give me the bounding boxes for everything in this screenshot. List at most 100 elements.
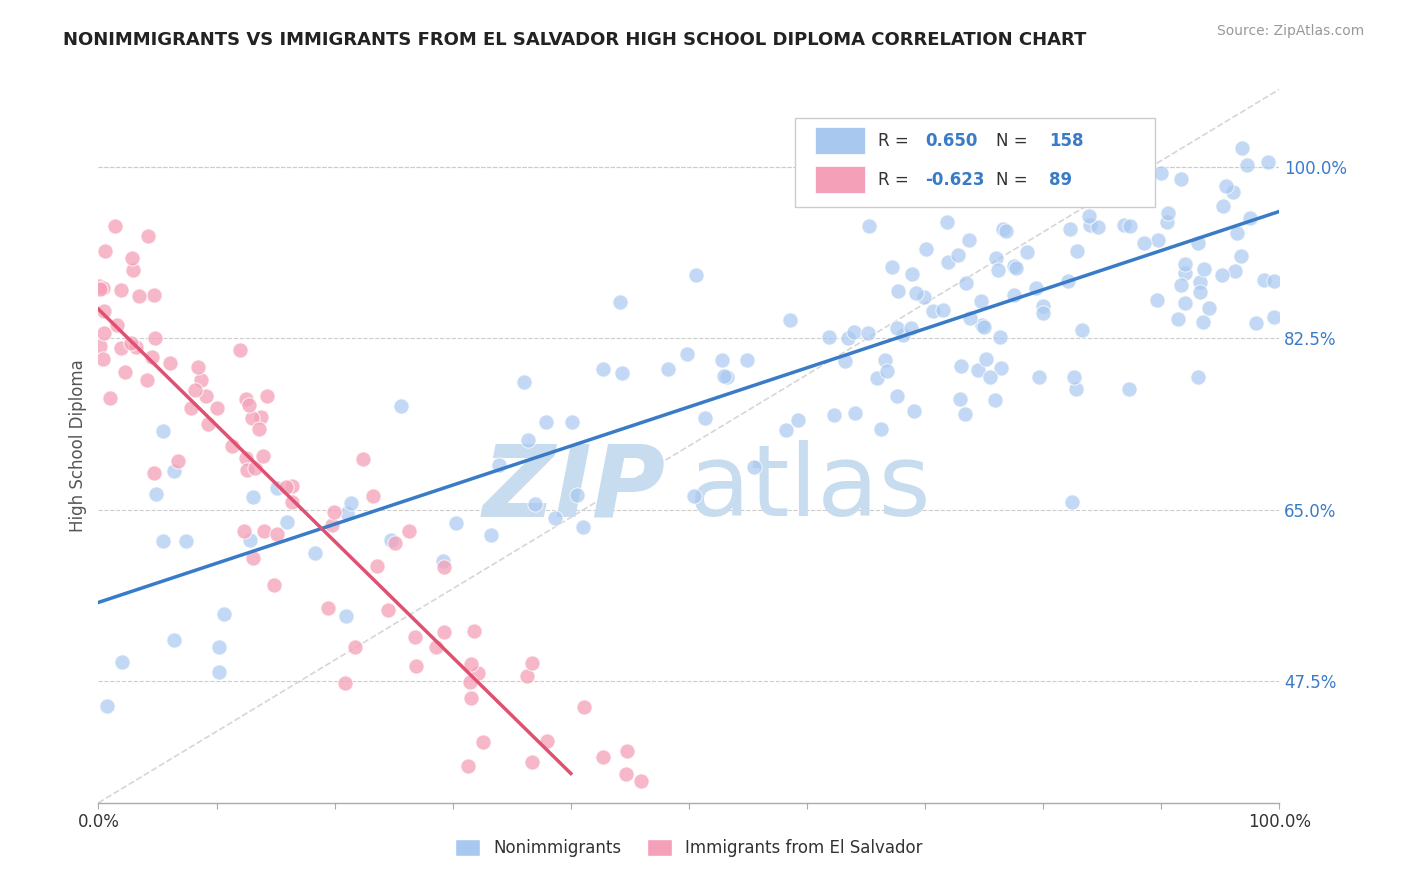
Point [1263, 310, 1285, 324]
Point [609, 295, 631, 310]
Point [973, 319, 995, 334]
Point [336, 506, 359, 520]
Point [1147, 233, 1170, 247]
Point [779, 313, 801, 327]
Point [463, 624, 485, 639]
Point [979, 370, 1001, 384]
Point [936, 215, 959, 229]
Point [1198, 301, 1220, 315]
Point [457, 758, 479, 772]
Point [104, 219, 127, 233]
Point [1059, 221, 1081, 235]
Point [1187, 236, 1209, 251]
Point [683, 489, 706, 503]
Text: R =: R = [877, 132, 914, 150]
Point [266, 481, 288, 495]
Point [1223, 264, 1246, 278]
Point [274, 480, 297, 494]
Point [1244, 316, 1267, 330]
FancyBboxPatch shape [796, 118, 1156, 207]
Point [380, 533, 402, 547]
Point [904, 179, 927, 194]
Point [253, 524, 276, 538]
Point [900, 267, 922, 281]
Point [1189, 275, 1212, 289]
Point [89, 282, 111, 296]
Point [953, 407, 976, 421]
Point [949, 359, 972, 373]
Point [142, 467, 165, 481]
Point [163, 464, 186, 478]
Point [1225, 227, 1247, 241]
Point [1060, 495, 1083, 509]
Point [266, 526, 288, 541]
Point [1170, 278, 1192, 293]
Point [1107, 146, 1129, 161]
Point [460, 691, 482, 706]
Point [235, 392, 257, 406]
Point [233, 524, 256, 538]
Point [121, 251, 143, 265]
Point [1002, 288, 1025, 302]
Point [1222, 185, 1244, 199]
Point [488, 458, 510, 472]
Point [817, 330, 839, 344]
Point [865, 371, 887, 385]
Point [322, 505, 344, 519]
Point [967, 363, 990, 377]
Text: atlas: atlas [689, 441, 931, 537]
Point [458, 674, 481, 689]
Point [742, 459, 765, 474]
Point [1236, 159, 1258, 173]
Point [321, 517, 343, 532]
Point [235, 463, 257, 477]
Point [949, 392, 972, 407]
Point [915, 242, 938, 256]
Point [89, 339, 111, 353]
Point [837, 331, 859, 345]
Point [366, 559, 388, 574]
Point [1032, 306, 1054, 320]
Point [1170, 172, 1192, 186]
Point [89, 278, 111, 293]
Point [1078, 209, 1101, 223]
Point [932, 302, 955, 317]
Point [612, 366, 634, 380]
Point [522, 755, 544, 769]
Point [205, 401, 228, 415]
Point [1215, 178, 1237, 193]
Point [936, 255, 959, 269]
Point [1257, 155, 1279, 169]
Point [240, 411, 263, 425]
Point [567, 488, 589, 502]
Point [591, 815, 613, 830]
Point [990, 141, 1012, 155]
Point [143, 288, 166, 302]
Point [1015, 245, 1038, 260]
Point [152, 533, 174, 548]
Point [1263, 273, 1285, 287]
Point [1174, 257, 1197, 271]
Point [842, 325, 865, 339]
Point [143, 331, 166, 345]
Point [891, 328, 914, 343]
Text: ZIP: ZIP [482, 441, 665, 537]
Point [229, 343, 252, 358]
Point [361, 489, 384, 503]
Point [536, 733, 558, 747]
Point [239, 533, 262, 547]
Point [281, 495, 304, 509]
Point [212, 607, 235, 622]
Point [91, 351, 114, 366]
Point [735, 352, 758, 367]
Point [1087, 219, 1109, 234]
Point [1211, 268, 1233, 282]
Point [136, 228, 159, 243]
Point [886, 389, 908, 403]
Point [377, 603, 399, 617]
Point [242, 551, 264, 566]
Point [972, 318, 994, 332]
Point [197, 417, 219, 431]
Point [384, 536, 406, 550]
Point [1063, 370, 1085, 384]
